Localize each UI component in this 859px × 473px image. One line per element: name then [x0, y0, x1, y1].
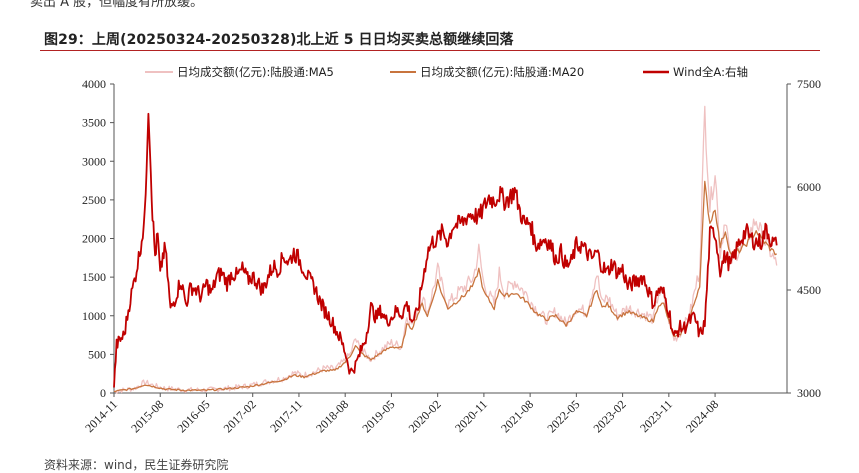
x-tick-label: 2017-11 [267, 397, 305, 435]
x-tick-label: 2014-11 [82, 397, 120, 435]
legend-label-3: Wind全A:右轴 [673, 65, 748, 79]
x-tick-label: 2021-08 [498, 397, 536, 435]
x-tick-label: 2023-02 [591, 397, 629, 435]
y-left-tick-label: 1000 [82, 309, 106, 323]
y-left-tick-label: 0 [100, 386, 106, 400]
axes-group [110, 83, 791, 397]
legend: 日均成交额(亿元):陆股通:MA5 日均成交额(亿元):陆股通:MA20 Wind全… [145, 65, 748, 79]
previous-paragraph-fragment: 卖出 A 股，但幅度有所放缓。 [30, 0, 204, 10]
source-note: 资料来源：wind，民生证券研究院 [44, 458, 229, 472]
figure-title: 图29：上周(20250324-20250328)北上近 5 日日均买卖总额继续… [44, 32, 514, 48]
y-left-tick-label: 2500 [82, 193, 106, 207]
legend-label-1: 日均成交额(亿元):陆股通:MA5 [177, 65, 334, 79]
x-tick-label: 2015-08 [128, 397, 166, 435]
x-tick-label: 2018-08 [313, 397, 351, 435]
x-tick-label: 2023-11 [637, 397, 675, 435]
y-right-tick-label: 6000 [797, 180, 821, 194]
x-tick-label: 2020-02 [406, 397, 444, 435]
x-tick-label: 2024-08 [683, 397, 721, 435]
series-line-2 [113, 180, 777, 393]
title-divider [40, 50, 820, 51]
x-tick-label: 2022-05 [544, 397, 582, 435]
y-right-tick-label: 7500 [797, 77, 821, 91]
x-tick-label: 2020-11 [452, 397, 490, 435]
x-tick-label: 2019-05 [359, 397, 397, 435]
x-tick-label: 2016-05 [174, 397, 212, 435]
y-right-tick-label: 3000 [797, 386, 821, 400]
series-line-3 [113, 112, 778, 388]
y-right-tick-label: 4500 [797, 283, 821, 297]
y-left-tick-label: 4000 [82, 77, 106, 91]
y-left-tick-label: 3500 [82, 116, 106, 130]
legend-label-2: 日均成交额(亿元):陆股通:MA20 [420, 65, 584, 79]
y-left-tick-label: 500 [88, 347, 106, 361]
y-left-tick-label: 1500 [82, 270, 106, 284]
y-left-tick-label: 2000 [82, 232, 106, 246]
x-tick-label: 2017-02 [221, 397, 259, 435]
series-line-1 [113, 105, 778, 394]
tick-labels: 0 500 1000 1500 2000 2500 3000 3500 4000 3000 4500… [82, 77, 821, 435]
y-left-tick-label: 3000 [82, 154, 106, 168]
series-layer [113, 105, 778, 394]
